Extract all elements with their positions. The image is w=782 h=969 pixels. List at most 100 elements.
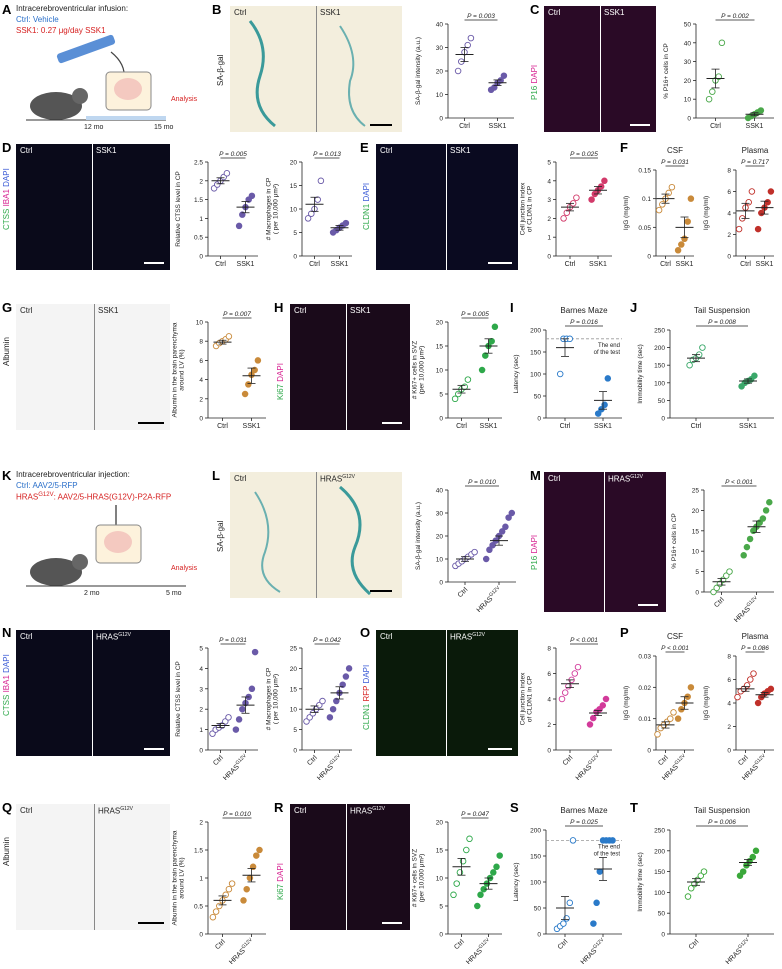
stain-label: CTSS IBA1 DAPI bbox=[2, 168, 11, 230]
y-tick-label: 8 bbox=[547, 646, 551, 653]
treat-label: SSK1 bbox=[450, 146, 471, 155]
chart-d1: 0 0.5 1 1.5 2 2.5 Relative CTSS level in CP Ctr… bbox=[175, 151, 258, 268]
y-tick-label: 200 bbox=[654, 345, 665, 352]
ctrl-label: Ctrl bbox=[234, 474, 247, 483]
y-tick-label: 3 bbox=[199, 686, 203, 693]
x-tick-label: Ctrl bbox=[740, 261, 751, 268]
data-point bbox=[477, 891, 484, 899]
data-point bbox=[235, 222, 243, 230]
data-point bbox=[659, 201, 666, 208]
ctrl-label: Ctrl bbox=[294, 806, 307, 815]
ctrl-label: Ctrl bbox=[234, 8, 247, 17]
data-point bbox=[726, 568, 733, 575]
data-point bbox=[223, 170, 231, 177]
y-axis-label: # Macrophages in CP( per 10,000 μm²) bbox=[266, 178, 280, 241]
panel-letter-c: C bbox=[530, 2, 540, 17]
data-point bbox=[709, 88, 716, 95]
y-tick-label: 5 bbox=[547, 160, 551, 167]
p-value: P = 0.086 bbox=[741, 645, 769, 652]
y-tick-label: 20 bbox=[436, 534, 444, 541]
stain-label: CLDN1 DAPI bbox=[362, 182, 371, 230]
svg-text:Ctrl: Ctrl bbox=[737, 754, 750, 767]
y-axis-label: # Macrophages in CP( per 10,000 μm²) bbox=[266, 668, 280, 731]
y-tick-label: 15 bbox=[436, 848, 444, 855]
treat-label: SSK1 bbox=[604, 8, 625, 17]
stain-label: CLDN1 RFP DAPI bbox=[362, 664, 371, 730]
y-tick-label: 50 bbox=[658, 398, 666, 405]
x-tick-label: HRASG12V bbox=[573, 753, 603, 780]
x-tick-label: Ctrl bbox=[657, 754, 670, 767]
data-point bbox=[228, 880, 236, 887]
data-point bbox=[754, 699, 762, 707]
svg-text:Ctrl: Ctrl bbox=[565, 261, 576, 268]
treat-label: SSK1 bbox=[96, 146, 117, 155]
data-point bbox=[764, 199, 771, 206]
chart-f1: CSF 0 0.05 0.1 0.15 IgG (mg/ml) Ctrl SSK1 P = 0.… bbox=[623, 146, 695, 268]
svg-text:HRASG12V: HRASG12V bbox=[573, 753, 603, 780]
data-point bbox=[239, 211, 246, 218]
data-point bbox=[466, 835, 473, 843]
data-point bbox=[216, 902, 223, 910]
y-tick-label: 6 bbox=[199, 358, 203, 365]
chart-m: 0 5 10 15 20 25 % P16+ cells in CP Ctrl HRASG12V… bbox=[671, 479, 774, 622]
micrograph-q: Ctrl HRASG12V bbox=[16, 804, 170, 930]
chart-g: 0 2 4 6 8 10 Albumin in the brain parenchyma ar… bbox=[172, 311, 266, 430]
x-tick-label: Ctrl bbox=[459, 123, 470, 130]
y-tick-label: 20 bbox=[290, 160, 298, 167]
data-point bbox=[665, 189, 672, 197]
tissue-trace bbox=[248, 20, 366, 128]
micrograph-b: Ctrl SSK1 bbox=[230, 6, 402, 132]
y-tick-label: 0 bbox=[647, 748, 651, 755]
svg-text:Relative CTSS level in CP: Relative CTSS level in CP bbox=[175, 171, 182, 247]
svg-text:SSK1: SSK1 bbox=[589, 261, 607, 268]
y-tick-label: 0.03 bbox=[638, 654, 651, 661]
x-tick-label: SSK1 bbox=[480, 423, 498, 430]
ctrl-label: Ctrl bbox=[20, 306, 33, 315]
y-tick-label: 250 bbox=[654, 828, 665, 835]
y-axis-label: Latency (sec) bbox=[513, 354, 520, 393]
y-tick-label: 5 bbox=[439, 904, 443, 911]
x-tick-label: Ctrl bbox=[565, 261, 576, 268]
panel-letter-i: I bbox=[510, 300, 514, 315]
data-point bbox=[752, 847, 760, 855]
ctrl-label: Ctrl bbox=[20, 806, 33, 815]
y-axis-label: % P16+ cells in CP bbox=[671, 513, 678, 568]
y-axis-label: Relative CTSS level in CP bbox=[175, 661, 182, 737]
y-tick-label: 4 bbox=[547, 178, 551, 185]
svg-text:Ctrl: Ctrl bbox=[562, 754, 575, 767]
stain-label: SA-β-gal bbox=[216, 54, 225, 86]
x-tick-label: Ctrl bbox=[309, 261, 320, 268]
svg-text:HRASG12V: HRASG12V bbox=[474, 585, 504, 612]
y-tick-label: 2 bbox=[199, 707, 203, 714]
y-axis-label: IgG (mg/ml) bbox=[703, 196, 710, 230]
y-tick-label: 10 bbox=[436, 92, 444, 99]
data-point bbox=[491, 84, 498, 91]
x-tick-label: SSK1 bbox=[676, 261, 694, 268]
data-point bbox=[590, 920, 597, 927]
y-tick-label: 0 bbox=[439, 932, 443, 939]
svg-text:HRASG12V: HRASG12V bbox=[578, 937, 608, 964]
svg-text:Relative CTSS level in CP: Relative CTSS level in CP bbox=[175, 661, 182, 737]
data-point bbox=[740, 552, 747, 559]
y-tick-label: 4 bbox=[199, 377, 203, 384]
treat-label: HRASG12V bbox=[96, 632, 132, 642]
x-tick-label: Ctrl bbox=[562, 754, 575, 767]
stain-label: P16 DAPI bbox=[530, 534, 539, 570]
data-point bbox=[747, 676, 754, 683]
ctrl-label: Ctrl bbox=[380, 632, 393, 641]
x-tick-label: Ctrl bbox=[710, 123, 721, 130]
x-tick-label: Ctrl bbox=[456, 423, 467, 430]
data-point bbox=[668, 183, 676, 191]
data-point bbox=[599, 702, 607, 709]
data-point bbox=[748, 188, 756, 195]
end-of-test-note: The end bbox=[598, 844, 620, 850]
panel-letter-a: A bbox=[2, 2, 12, 17]
data-point bbox=[718, 39, 726, 47]
y-tick-label: 0 bbox=[687, 116, 691, 123]
micrograph-e: Ctrl SSK1 bbox=[376, 144, 518, 270]
chart-d2: 0 5 10 15 20 # Macrophages in CP( per 10,000 … bbox=[266, 151, 352, 268]
data-point bbox=[235, 716, 243, 723]
panel-letter-p: P bbox=[620, 625, 629, 640]
